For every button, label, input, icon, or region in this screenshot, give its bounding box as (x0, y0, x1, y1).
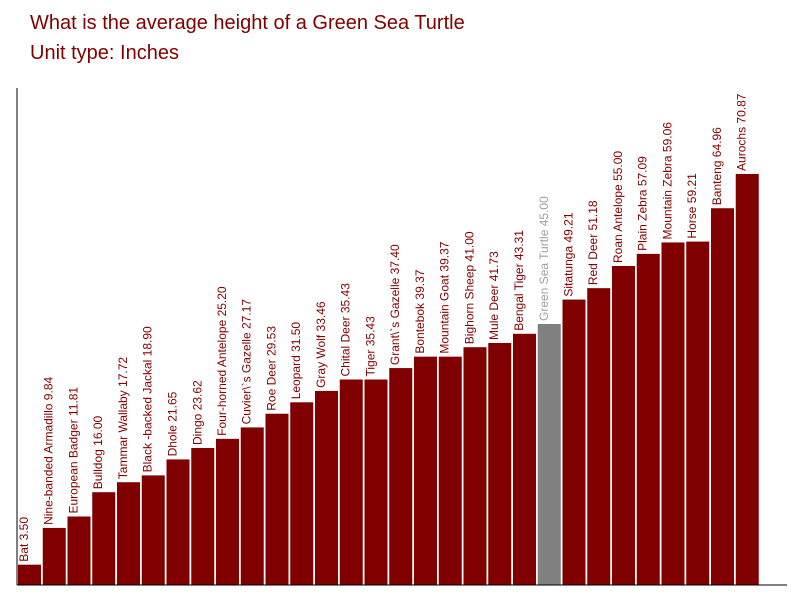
bar-label-12: Gray Wolf 33.46 (314, 301, 328, 388)
bar-label-23: Red Deer 51.18 (586, 200, 600, 285)
bar-label-6: Dhole 21.65 (166, 391, 180, 456)
bar-label-14: Tiger 35.43 (364, 316, 378, 377)
bar-label-9: Cuvier\`s Gazelle 27.17 (240, 299, 254, 425)
bar-10 (265, 413, 289, 585)
bar-label-15: Grant\`s Gazelle 37.40 (388, 244, 402, 365)
bar-12 (315, 390, 338, 585)
bar-9 (240, 427, 264, 585)
bar-label-20: Bengal Tiger 43.31 (512, 230, 526, 331)
bar-1 (42, 527, 66, 585)
bar-6 (166, 459, 190, 585)
bar-4 (117, 482, 140, 585)
bar-21 (537, 324, 561, 585)
bar-label-7: Dingo 23.62 (190, 380, 204, 445)
chart-subtitle: Unit type: Inches (30, 42, 179, 64)
bar-label-24: Roan Antelope 55.00 (611, 151, 625, 263)
bar-22 (562, 299, 586, 585)
bar-5 (141, 475, 165, 585)
bar-23 (587, 288, 611, 585)
bar-24 (612, 266, 635, 585)
bar-label-3: Bulldog 16.00 (91, 415, 105, 489)
bar-3 (92, 492, 116, 585)
bar-25 (636, 253, 660, 585)
bar-label-18: Bighorn Sheep 41.00 (463, 231, 477, 344)
bar-11 (290, 402, 314, 585)
bar-label-21: Green Sea Turtle 45.00 (537, 196, 551, 321)
bar-2 (67, 516, 91, 585)
bar-label-11: Leopard 31.50 (289, 322, 303, 400)
bar-8 (216, 438, 239, 585)
bar-7 (191, 448, 215, 585)
bar-label-16: Bontebok 39.37 (413, 269, 427, 353)
bar-29 (735, 173, 759, 585)
bar-20 (513, 333, 536, 585)
bar-19 (488, 342, 512, 585)
bar-label-10: Roe Deer 29.53 (265, 326, 279, 411)
bar-label-2: European Badger 11.81 (67, 387, 81, 514)
bar-27 (686, 241, 710, 585)
bar-label-26: Mountain Zebra 59.06 (661, 122, 675, 240)
bar-0 (18, 564, 41, 585)
bar-label-25: Plain Zebra 57.09 (636, 156, 650, 251)
bar-label-5: Black -backed Jackal 18.90 (141, 326, 155, 472)
labels-group: Bat 3.50 Nine-banded Armadillo 9.84 Europe… (17, 93, 749, 561)
bar-13 (339, 379, 363, 585)
bar-label-22: Sitatunga 49.21 (562, 212, 576, 296)
bars-group (18, 173, 759, 586)
bar-28 (711, 208, 734, 586)
bar-label-0: Bat 3.50 (17, 517, 31, 562)
bar-label-17: Mountain Goat 39.37 (438, 241, 452, 353)
bar-label-28: Banteng 64.96 (710, 127, 724, 205)
bar-16 (414, 356, 437, 585)
bar-label-27: Horse 59.21 (685, 173, 699, 239)
bar-18 (463, 347, 487, 585)
bar-label-19: Mule Deer 41.73 (487, 251, 501, 340)
bar-15 (389, 368, 413, 585)
bar-label-8: Four-horned Antelope 25.20 (215, 286, 229, 436)
bar-label-1: Nine-banded Armadillo 9.84 (42, 377, 56, 525)
bar-label-13: Chital Deer 35.43 (339, 283, 353, 377)
bar-26 (661, 242, 685, 585)
chart-title: What is the average height of a Green Se… (30, 12, 465, 34)
bar-label-29: Aurochs 70.87 (735, 93, 749, 171)
bar-17 (438, 356, 462, 585)
bar-14 (364, 379, 388, 585)
bar-label-4: Tammar Wallaby 17.72 (116, 357, 130, 480)
